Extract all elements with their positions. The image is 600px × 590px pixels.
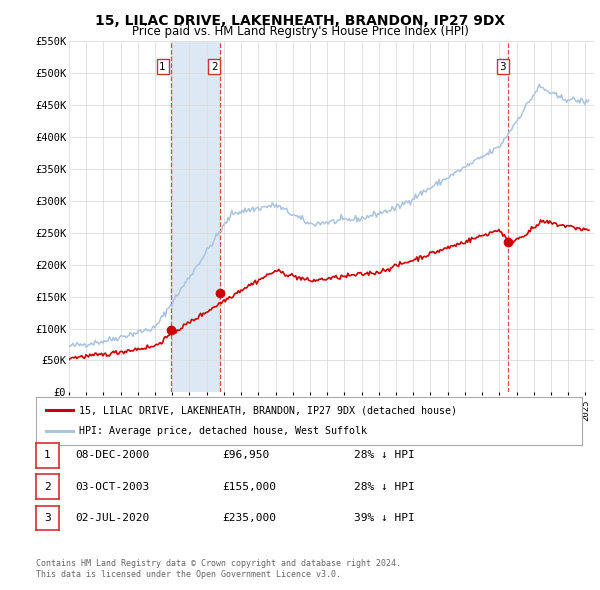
Text: HPI: Average price, detached house, West Suffolk: HPI: Average price, detached house, West…	[79, 427, 367, 437]
Text: 03-OCT-2003: 03-OCT-2003	[75, 482, 149, 491]
Text: £235,000: £235,000	[222, 513, 276, 523]
Text: 1: 1	[159, 62, 166, 72]
Text: Price paid vs. HM Land Registry's House Price Index (HPI): Price paid vs. HM Land Registry's House …	[131, 25, 469, 38]
Text: 28% ↓ HPI: 28% ↓ HPI	[354, 482, 415, 491]
Text: This data is licensed under the Open Government Licence v3.0.: This data is licensed under the Open Gov…	[36, 570, 341, 579]
Text: 3: 3	[499, 62, 506, 72]
Text: 15, LILAC DRIVE, LAKENHEATH, BRANDON, IP27 9DX (detached house): 15, LILAC DRIVE, LAKENHEATH, BRANDON, IP…	[79, 405, 457, 415]
Text: 28% ↓ HPI: 28% ↓ HPI	[354, 451, 415, 460]
Text: £155,000: £155,000	[222, 482, 276, 491]
Text: 2: 2	[44, 482, 51, 491]
Bar	[171, 41, 220, 392]
Text: 2: 2	[211, 62, 218, 72]
Text: 1: 1	[44, 451, 51, 460]
Text: Contains HM Land Registry data © Crown copyright and database right 2024.: Contains HM Land Registry data © Crown c…	[36, 559, 401, 568]
Text: £96,950: £96,950	[222, 451, 269, 460]
Text: 3: 3	[44, 513, 51, 523]
Text: 39% ↓ HPI: 39% ↓ HPI	[354, 513, 415, 523]
Text: 15, LILAC DRIVE, LAKENHEATH, BRANDON, IP27 9DX: 15, LILAC DRIVE, LAKENHEATH, BRANDON, IP…	[95, 14, 505, 28]
Text: 02-JUL-2020: 02-JUL-2020	[75, 513, 149, 523]
Text: 08-DEC-2000: 08-DEC-2000	[75, 451, 149, 460]
